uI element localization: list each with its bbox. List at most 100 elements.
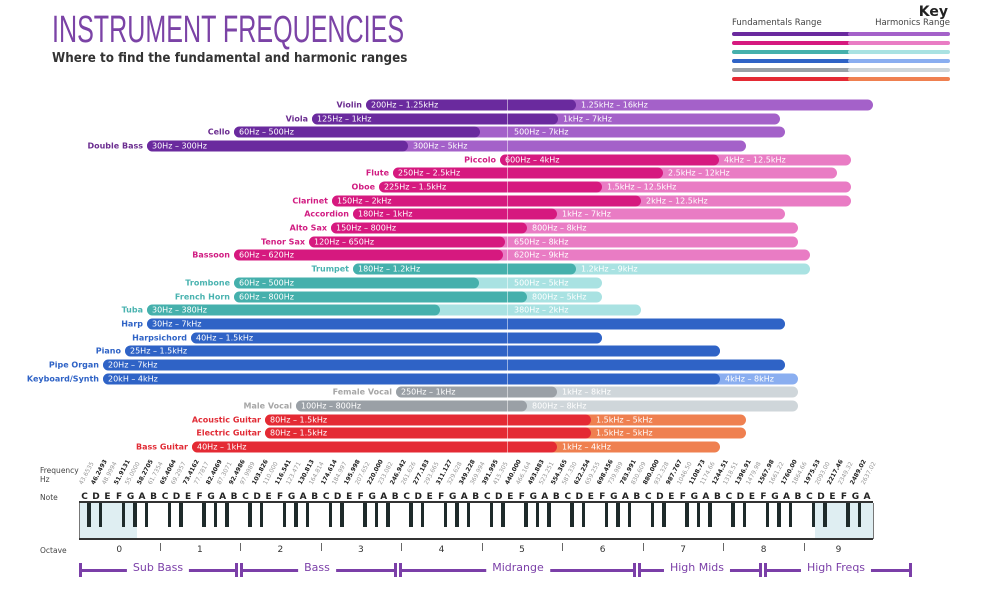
fundamental-range-label: 225Hz – 1.5kHz [384,182,447,192]
octave-divider [240,543,242,551]
keyboard-bottom-edge [79,538,873,540]
harmonic-range-label: 620Hz – 9kHz [514,250,569,260]
note-letter: F [599,492,606,502]
range-label: Bass [298,561,336,574]
octave-number: 7 [680,545,686,555]
harmonic-range-label: 1.5kHz – 5kHz [596,415,653,425]
note-letter: G [287,492,296,502]
instrument-bar: 180Hz – 1.2kHz 1.2kHz – 9kHz [353,263,810,275]
range-label: Sub Bass [126,561,190,574]
instrument-bar: 250Hz – 2.5kHz 2.5kHz – 12kHz [393,167,837,179]
instrument-bar: 200Hz – 1.25kHz 1.25kHz – 16kHz [366,99,873,111]
instrument-label: Acoustic Guitar [191,415,261,425]
range-label: High Mids [663,561,731,574]
fundamental-range-label: 120Hz – 650Hz [314,237,375,247]
note-letter: B [633,492,641,502]
octave-divider [723,543,725,551]
note-letter: A [541,492,549,502]
fundamental-range-label: 60Hz – 800Hz [239,292,294,302]
instrument-bar: 30Hz – 7kHz [147,318,785,330]
fundamental-range-label: 80Hz – 1.5kHz [270,415,328,425]
harmonic-range-label: 2kHz – 12.5kHz [646,196,708,206]
octave-number: 5 [519,545,525,555]
note-letter: G [610,492,618,502]
key-fundamental-swatch [732,59,852,63]
fundamental-range-segment [353,208,557,220]
note-letter: A [460,492,468,502]
octave-number: 6 [599,545,606,555]
fundamental-range-segment [312,113,558,125]
note-letter: B [472,492,480,502]
fundamental-range-label: 150Hz – 2kHz [337,196,392,206]
range-label: High Freqs [800,561,872,574]
note-letter: C [645,492,652,502]
note-letter: A [219,492,227,502]
note-letter: C [564,492,572,502]
harmonic-range-label: 800Hz – 8kHz [532,401,587,411]
white-key [861,503,874,539]
fundamental-range-segment [147,318,785,330]
octave-number: 3 [358,545,364,555]
note-letter: D [253,492,261,502]
fundamental-range-label: 80Hz – 1.5kHz [270,428,328,438]
octave-divider [562,543,564,551]
harmonic-range-label: 380Hz – 2kHz [514,305,569,315]
octave-number: 2 [277,545,284,555]
fundamental-range-label: 125Hz – 1kHz [317,114,372,124]
fundamental-range-segment [234,249,503,261]
harmonic-range-label: 1.5kHz – 12.5kHz [607,182,677,192]
harmonic-range-label: 4kHz – 8kHz [725,374,774,384]
instrument-bar: 60Hz – 500Hz 500Hz – 5kHz [234,277,602,289]
fundamental-range-label: 200Hz – 1.25kHz [371,100,439,110]
fundamental-range-label: 180Hz – 1kHz [358,209,413,219]
fundamental-range-segment [234,277,479,289]
note-letter: G [771,492,779,502]
fundamental-range-segment [332,195,641,207]
instrument-bar: 25Hz – 1.5kHz [125,345,720,357]
instrument-bar: 250Hz – 1kHz 1kHz – 8kHz [396,386,798,398]
fundamental-range-segment [309,236,505,248]
note-letter: E [104,492,111,502]
instrument-bar: 60Hz – 620Hz 620Hz – 9kHz [234,249,810,261]
instrument-bar: 100Hz – 800Hz 800Hz – 8kHz [296,400,798,412]
instrument-label: French Horn [174,292,230,302]
key-fundamentals-label: Fundamentals Range [732,18,822,28]
fundamental-range-segment [125,345,720,357]
note-letter: E [346,492,353,502]
harmonic-range-label: 300Hz – 5kHz [413,141,468,151]
instrument-label: Double Bass [87,141,143,151]
key-fundamental-swatch [732,68,852,72]
octave-divider [159,543,161,551]
fundamental-range-label: 40Hz – 1.5kHz [196,333,254,343]
note-letter: E [265,492,272,502]
harmonic-range-label: 1kHz – 8kHz [562,387,611,397]
range-cap [235,563,238,577]
range-cap [79,563,82,577]
note-letter: C [242,492,249,502]
note-letter: D [92,492,100,502]
note-letter: F [277,492,284,502]
fundamental-range-segment [147,140,408,152]
note-letter: D [414,492,422,502]
instrument-bar: 150Hz – 800Hz 800Hz – 8kHz [331,222,798,234]
instrument-label: Keyboard/Synth [26,374,99,384]
key-harmonic-swatch [848,59,950,63]
note-letter: F [679,492,686,502]
note-letter: G [449,492,457,502]
instrument-bar: 225Hz – 1.5kHz 1.5kHz – 12.5kHz [379,181,851,193]
instrument-label: Accordion [304,209,349,219]
instrument-label: Male Vocal [243,401,292,411]
instrument-bar: 80Hz – 1.5kHz 1.5kHz – 5kHz [265,414,746,426]
note-letter: D [495,492,503,502]
note-letter: D [736,492,745,502]
harmonic-range-label: 800Hz – 8kHz [532,223,587,233]
note-letter: A [380,492,388,502]
instrument-label: Bass Guitar [136,442,188,452]
octave-number: 8 [760,545,767,555]
fundamental-range-segment [379,181,602,193]
frequency-label: Frequency Hz [40,466,79,484]
fundamental-range-label: 30Hz – 7kHz [152,319,202,329]
note-letter: A [621,492,629,502]
instrument-bar: 40Hz – 1kHz 1kHz – 4kHz [192,441,720,453]
